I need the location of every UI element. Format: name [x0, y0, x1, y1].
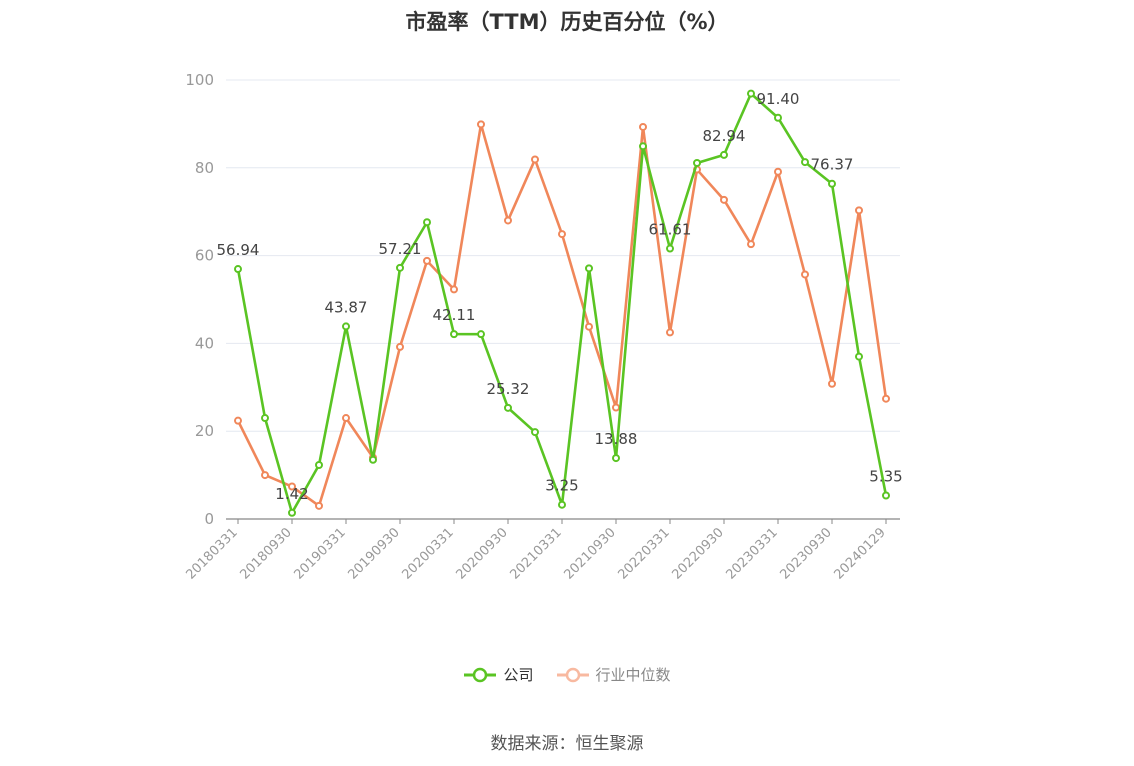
data-point-industry — [234, 416, 242, 425]
data-point-industry — [801, 270, 809, 279]
y-tick-label: 40 — [195, 334, 214, 352]
x-tick-label: 20190331 — [291, 525, 348, 582]
data-point-company — [369, 455, 377, 464]
x-tick-label: 20220331 — [615, 525, 672, 582]
data-point-company — [450, 330, 458, 339]
data-point-company — [720, 150, 728, 159]
x-tick-label: 20220930 — [669, 525, 726, 582]
data-point-industry — [342, 414, 350, 423]
data-label: 43.87 — [325, 298, 368, 316]
data-point-industry — [423, 256, 431, 265]
x-tick-label: 20210930 — [561, 525, 618, 582]
data-label: 25.32 — [487, 380, 530, 398]
x-tick-label: 20230331 — [723, 525, 780, 582]
data-point-company — [288, 508, 296, 517]
data-point-industry — [882, 394, 890, 403]
data-point-company — [828, 179, 836, 188]
data-label: 42.11 — [433, 306, 476, 324]
data-point-company — [504, 403, 512, 412]
data-point-company — [639, 142, 647, 151]
data-point-company — [531, 428, 539, 437]
data-label: 5.35 — [869, 468, 902, 486]
data-point-industry — [504, 216, 512, 225]
legend-company-swatch — [464, 667, 497, 682]
x-tick-label: 20200930 — [453, 525, 510, 582]
data-point-company — [423, 218, 431, 227]
data-source-note: 数据来源：恒生聚源 — [490, 734, 644, 754]
data-point-industry — [585, 322, 593, 331]
data-point-company — [558, 500, 566, 509]
x-tick-label: 20200331 — [399, 525, 456, 582]
data-point-industry — [315, 501, 323, 510]
data-point-company — [477, 330, 485, 339]
data-point-industry — [639, 122, 647, 131]
x-tick-label: 20240129 — [831, 525, 888, 582]
legend-item-company[interactable]: 公司 — [463, 664, 534, 685]
x-tick-label: 20190930 — [345, 525, 402, 582]
data-point-company — [801, 158, 809, 167]
data-label: 13.88 — [595, 430, 638, 448]
data-point-company — [693, 158, 701, 167]
data-label: 76.37 — [811, 156, 854, 174]
data-point-industry — [288, 482, 296, 491]
data-point-company — [855, 352, 863, 361]
chart-legend: 公司 行业中位数 — [0, 664, 1134, 685]
chart-title: 市盈率（TTM）历史百分位（%） — [405, 10, 729, 34]
data-point-industry — [477, 120, 485, 129]
data-point-industry — [828, 379, 836, 388]
data-label: 82.94 — [703, 127, 746, 145]
legend-industry-swatch — [556, 667, 589, 682]
data-point-industry — [612, 403, 620, 412]
x-tick-label: 20210331 — [507, 525, 564, 582]
data-point-company — [612, 454, 620, 463]
legend-company-label: 公司 — [503, 666, 534, 684]
legend-item-industry[interactable]: 行业中位数 — [556, 664, 671, 685]
data-point-company — [261, 414, 269, 423]
data-point-company — [774, 113, 782, 122]
data-point-company — [342, 322, 350, 331]
data-point-company — [234, 265, 242, 274]
x-tick-label: 20180930 — [237, 525, 294, 582]
data-label: 91.40 — [757, 90, 800, 108]
data-label: 56.94 — [217, 241, 260, 259]
data-label: 3.25 — [545, 477, 578, 495]
data-point-industry — [666, 328, 674, 337]
data-point-company — [747, 89, 755, 98]
data-point-company — [882, 491, 890, 500]
data-point-industry — [261, 471, 269, 480]
data-point-industry — [558, 230, 566, 239]
legend-industry-label: 行业中位数 — [595, 666, 671, 684]
y-tick-label: 80 — [195, 159, 214, 177]
data-point-company — [396, 263, 404, 272]
data-label: 1.42 — [275, 485, 308, 503]
y-tick-label: 20 — [195, 422, 214, 440]
data-point-industry — [531, 155, 539, 164]
y-tick-label: 100 — [185, 71, 214, 89]
x-tick-label: 20180331 — [183, 525, 240, 582]
y-tick-label: 0 — [204, 510, 214, 528]
data-point-company — [666, 244, 674, 253]
y-tick-label: 60 — [195, 247, 214, 265]
data-point-industry — [720, 195, 728, 204]
data-label: 57.21 — [379, 240, 422, 258]
data-point-industry — [855, 206, 863, 215]
data-label: 61.61 — [649, 221, 692, 239]
data-point-industry — [747, 240, 755, 249]
data-point-industry — [774, 167, 782, 176]
data-point-industry — [450, 285, 458, 294]
data-point-industry — [396, 342, 404, 351]
x-tick-label: 20230930 — [777, 525, 834, 582]
data-point-company — [585, 264, 593, 273]
data-point-company — [315, 461, 323, 470]
